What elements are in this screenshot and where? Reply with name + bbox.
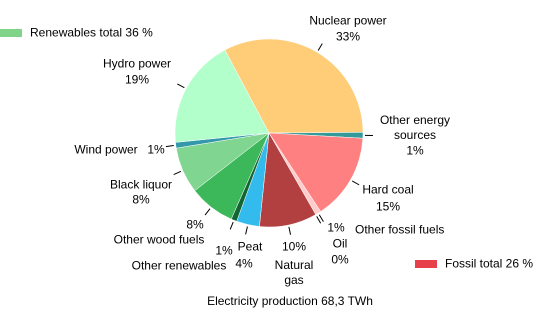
slice-label: Natural gas (274, 258, 314, 287)
chart-title: Electricity production 68,3 TWh (207, 294, 373, 308)
slice-label: Other energy sources (379, 113, 451, 142)
slice-label: Black liquor (109, 177, 173, 192)
value-label: 1% (406, 143, 424, 158)
slice-label: Wind power (74, 142, 138, 157)
legend-swatch (0, 29, 22, 37)
value-label: 8% (186, 217, 204, 232)
leader-line (173, 170, 182, 176)
value-label: 0% (331, 252, 349, 267)
slice-label: Hard coal (362, 182, 414, 197)
leader-line (318, 214, 324, 222)
pie-slice (174, 49, 270, 143)
slice-label: Nuclear power (309, 13, 387, 28)
value-label: 1% (147, 142, 165, 157)
slice-label: Peat (237, 239, 263, 254)
slice-label: Hydro power (102, 56, 172, 71)
leader-line (177, 83, 185, 89)
value-label: 33% (335, 29, 361, 44)
leader-line (204, 208, 211, 216)
slice-label: Oil (332, 236, 348, 251)
leader-line (317, 43, 323, 51)
slice-label: Other wood fuels (113, 232, 205, 247)
slice-label: Other renewables (131, 258, 227, 273)
leader-line (316, 216, 322, 224)
pie-slice (268, 132, 364, 212)
value-label: 15% (375, 199, 401, 214)
leader-line (165, 145, 174, 148)
value-label: 19% (124, 72, 150, 87)
value-label: 4% (235, 256, 253, 271)
leader-line (288, 226, 292, 235)
legend-label: Renewables total 36 % (30, 25, 153, 40)
legend-swatch (415, 260, 437, 268)
legend-label: Fossil total 26 % (445, 256, 534, 271)
leader-line (245, 226, 248, 235)
leader-line (351, 180, 360, 186)
value-label: 1% (327, 220, 345, 235)
leader-line (229, 221, 234, 230)
slice-label: Other fossil fuels (355, 222, 445, 237)
value-label: 1% (215, 243, 233, 258)
value-label: 10% (281, 239, 307, 254)
value-label: 8% (132, 192, 150, 207)
pie-slice (224, 38, 364, 134)
